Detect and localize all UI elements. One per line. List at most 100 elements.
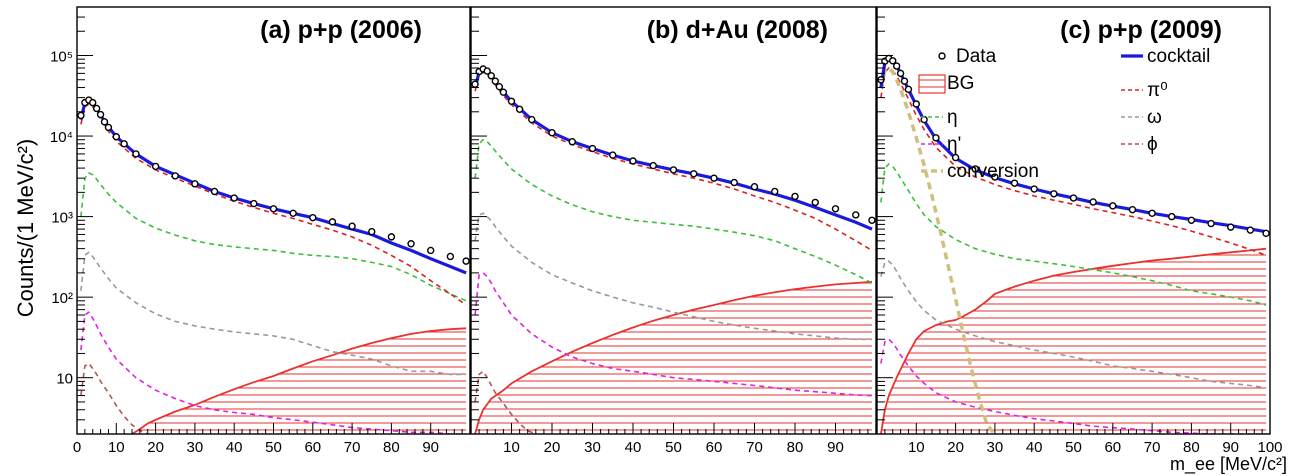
data-point	[951, 153, 960, 162]
data-point	[328, 218, 337, 226]
x-tick-label: 40	[226, 439, 243, 456]
panel-title: (b) d+Au (2008)	[647, 16, 828, 44]
legend-item-data: Data	[938, 46, 997, 67]
data-point	[499, 88, 508, 96]
plot-area	[877, 54, 1270, 434]
legend-label: ω	[1147, 107, 1162, 128]
x-ticks	[876, 423, 1271, 434]
data-point	[1069, 194, 1078, 202]
y-ticks	[877, 6, 893, 435]
data-point	[269, 205, 278, 213]
legend-label: cocktail	[1147, 46, 1210, 67]
x-tick-label: 50	[665, 439, 682, 456]
etaprime-line	[80, 311, 467, 434]
y-ticks	[471, 6, 487, 435]
data-point	[495, 82, 504, 91]
data-point	[852, 211, 860, 219]
panel-2: 10 20 30 40 50 60 70 80 90 (b) d+Au (2008)	[470, 6, 877, 456]
panel-1: 0 10 20 30 40 50 60 70 80 90 10 10² 10³ 10⁴ 10⁵ (a) p+p…	[50, 6, 471, 456]
data-points	[77, 96, 470, 265]
y-tick-label: 10	[56, 371, 73, 388]
data-point	[507, 97, 516, 106]
data-point	[730, 178, 738, 187]
plot-area	[77, 96, 470, 434]
data-point	[868, 216, 876, 224]
data-point	[96, 110, 105, 119]
legend-item-conversion: conversion	[921, 161, 1039, 182]
cocktail-line	[473, 67, 873, 231]
x-tick-label: 50	[265, 439, 282, 456]
pi0-line	[880, 67, 1267, 257]
x-tick-label: 10	[908, 439, 925, 456]
data-point	[210, 187, 219, 196]
data-point	[548, 129, 556, 137]
conversion-line	[879, 66, 997, 434]
legend-label: ϕ	[1147, 134, 1158, 155]
y-tick-label: 10⁵	[50, 48, 73, 65]
data-point	[1010, 179, 1019, 187]
panels-layer: 0 10 20 30 40 50 60 70 80 90 10 10² 10³ 10⁴ 10⁵ (a) p+p…	[50, 6, 1283, 456]
x-tick-label: 70	[1144, 439, 1161, 456]
panel-title: (c) p+p (2009)	[1060, 16, 1222, 44]
x-tick-label: 40	[625, 439, 642, 456]
x-tick-label: 80	[383, 439, 400, 456]
legend-label: Data	[956, 46, 997, 67]
y-ticks	[77, 6, 93, 435]
eta-line	[80, 172, 467, 302]
x-axis-title: m_ee [MeV/c²]	[1170, 454, 1287, 475]
pi0-line	[474, 71, 873, 252]
x-ticks	[470, 423, 877, 434]
x-tick-label: 60	[304, 439, 321, 456]
phi-line	[80, 362, 149, 434]
panel-3: 10 20 30 40 50 60 70 80 90 100 (c) p+p (2009)	[876, 6, 1283, 456]
data-point	[1050, 190, 1058, 198]
x-tick-label: 50	[1065, 439, 1082, 456]
x-tick-label: 10	[108, 439, 125, 456]
data-point	[1168, 212, 1176, 221]
x-tick-label: 80	[787, 439, 804, 456]
data-point	[407, 240, 415, 248]
x-tick-label: 30	[584, 439, 601, 456]
omega-line	[80, 251, 467, 376]
legend-item-eta: η	[921, 107, 958, 128]
panel-title: (a) p+p (2006)	[260, 16, 422, 44]
y-tick-label: 10⁴	[50, 129, 73, 146]
legend-item-phi: ϕ	[1121, 134, 1158, 155]
omega-line	[474, 212, 872, 341]
data-point	[171, 172, 179, 180]
data-point	[892, 62, 901, 70]
data-point	[1226, 223, 1235, 231]
x-tick-label: 20	[947, 439, 964, 456]
x-tick-label: 40	[1026, 439, 1043, 456]
legend-label: η'	[947, 134, 961, 155]
data-point	[387, 233, 396, 241]
data-point	[904, 85, 913, 94]
x-tick-label: 70	[746, 439, 763, 456]
data-point	[483, 67, 491, 75]
data-point	[629, 157, 637, 165]
data-point	[471, 80, 479, 88]
data-point	[831, 205, 840, 213]
x-tick-label: 0	[73, 439, 81, 456]
bg-line	[474, 280, 873, 434]
data-point	[1207, 219, 1215, 228]
bg-area	[132, 328, 467, 434]
data-point	[710, 174, 718, 182]
data-point	[89, 98, 97, 107]
data-point	[1148, 209, 1156, 217]
data-point	[896, 69, 905, 78]
x-ticks	[76, 423, 471, 434]
data-point	[932, 134, 940, 142]
data-point	[491, 77, 499, 85]
data-point	[1030, 185, 1038, 193]
x-tick-label: 100	[1257, 439, 1282, 456]
data-point	[100, 118, 109, 126]
data-point	[250, 199, 258, 208]
data-point	[112, 133, 121, 141]
data-point	[427, 246, 435, 255]
data-point	[487, 72, 495, 80]
data-point	[1262, 229, 1270, 238]
x-tick-label: 90	[422, 439, 439, 456]
x-tick-label: 70	[344, 439, 361, 456]
